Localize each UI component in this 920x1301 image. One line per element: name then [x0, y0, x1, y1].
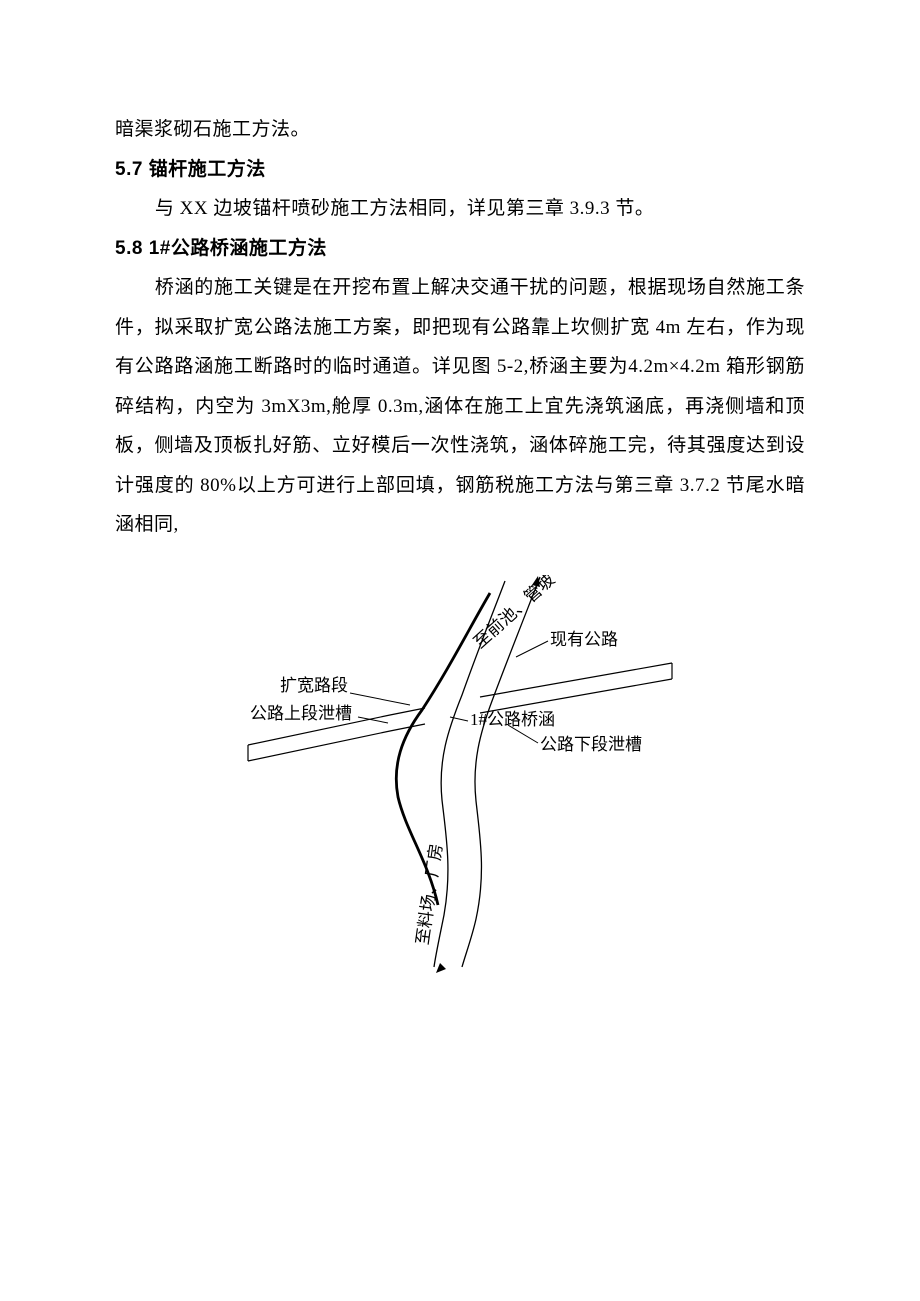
- document-page: 暗渠浆砌石施工方法。 5.7 锚杆施工方法 与 XX 边坡锚杆喷砂施工方法相同，…: [0, 0, 920, 975]
- label-to-forebay: 至前池、管坡: [470, 575, 559, 652]
- label-existing-road: 现有公路: [550, 630, 618, 649]
- arrow-to-yard-icon: [436, 963, 446, 973]
- label-upper-chute: 公路上段泄槽: [250, 704, 352, 723]
- leader-upper-chute: [358, 717, 388, 723]
- paragraph-prev-tail: 暗渠浆砌石施工方法。: [115, 110, 805, 150]
- leader-widen-section: [350, 693, 410, 705]
- heading-5-8: 5.8 1#公路桥涵施工方法: [115, 229, 805, 269]
- road-culvert-diagram: 现有公路 扩宽路段 公路上段泄槽 1#公路桥涵 公路下段泄槽 至前池、管坡 至料…: [240, 575, 680, 975]
- label-culvert: 1#公路桥涵: [470, 710, 555, 729]
- paragraph-5-8: 桥涵的施工关键是在开挖布置上解决交通干扰的问题，根据现场自然施工条件，拟采取扩宽…: [115, 268, 805, 545]
- figure-5-2: 现有公路 扩宽路段 公路上段泄槽 1#公路桥涵 公路下段泄槽 至前池、管坡 至料…: [115, 575, 805, 975]
- label-lower-chute: 公路下段泄槽: [540, 735, 642, 754]
- label-widen-section: 扩宽路段: [280, 676, 348, 695]
- heading-5-7: 5.7 锚杆施工方法: [115, 150, 805, 190]
- paragraph-5-7: 与 XX 边坡锚杆喷砂施工方法相同，详见第三章 3.9.3 节。: [115, 189, 805, 229]
- leader-existing-road: [516, 641, 548, 657]
